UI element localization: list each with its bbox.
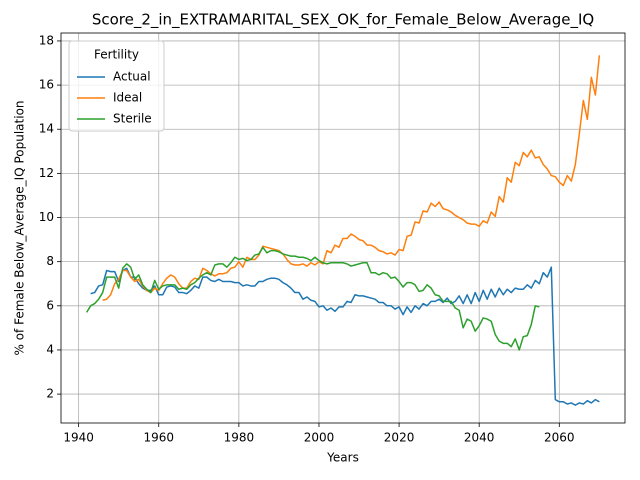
y-tick-label: 10 [39,210,54,224]
legend-title: Fertility [94,48,139,62]
y-tick-label: 12 [39,166,54,180]
legend-label: Sterile [113,112,152,126]
series-line [102,55,601,302]
y-tick-label: 18 [39,33,54,47]
x-axis-label: Years [326,451,359,465]
y-tick-label: 14 [39,122,54,136]
legend-box [68,40,165,132]
y-tick-label: 8 [46,254,54,268]
series-line [90,266,600,406]
y-tick-label: 16 [39,78,54,92]
y-tick-label: 2 [46,387,54,401]
legend: Fertility Actual Ideal Sterile [68,40,165,132]
x-tick-label: 1940 [63,431,94,445]
legend-label: Actual [113,70,151,84]
plot-frame [60,32,626,424]
x-tick-label: 1960 [143,431,174,445]
y-axis-label: % of Female Below_Average_IQ Population [13,100,27,355]
y-tick-label: 4 [46,342,54,356]
legend-label: Ideal [113,91,142,105]
x-tick-label: 2060 [544,431,575,445]
x-tick-label: 2000 [304,431,335,445]
x-tick-label: 2040 [464,431,495,445]
y-tick-label: 6 [46,298,54,312]
x-tick-label: 2020 [384,431,415,445]
chart-title: Score_2_in_EXTRAMARITAL_SEX_OK_for_Femal… [92,11,594,30]
x-tick-label: 1980 [224,431,255,445]
series-line [85,246,540,351]
